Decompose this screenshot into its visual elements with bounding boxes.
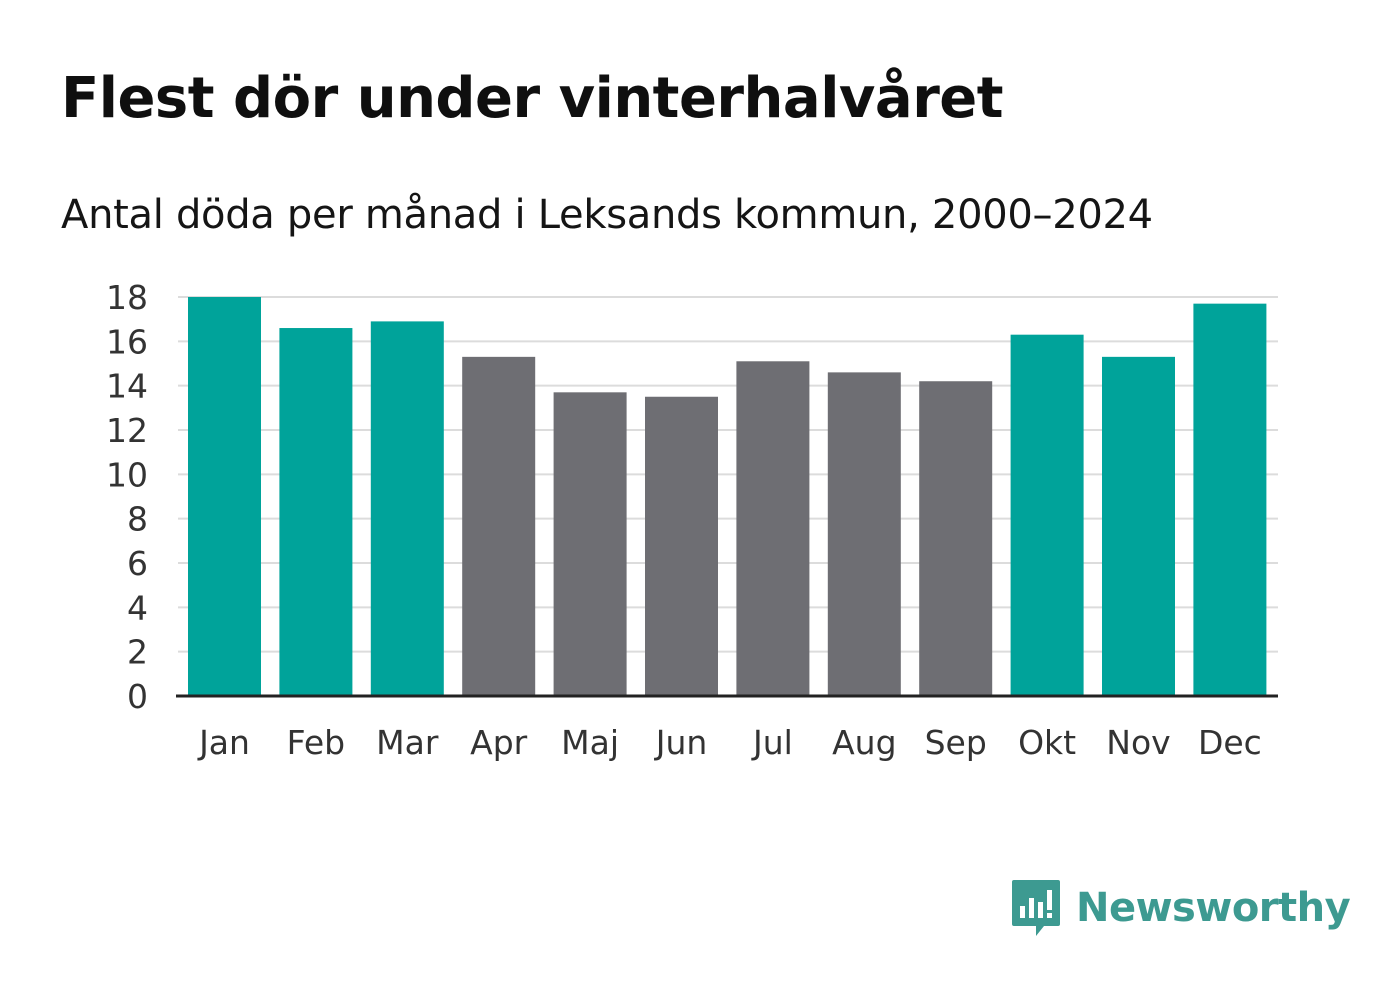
x-tick-label: Aug — [832, 723, 896, 762]
bar-apr — [462, 356, 536, 696]
y-tick-label: 14 — [106, 367, 148, 406]
bar-okt — [1010, 334, 1084, 696]
y-tick-label: 18 — [106, 278, 148, 317]
x-tick-label: Jan — [197, 723, 250, 762]
y-tick-label: 2 — [127, 633, 148, 672]
newsworthy-logo: Newsworthy — [1010, 878, 1351, 938]
y-tick-label: 0 — [127, 677, 148, 716]
bar-jan — [188, 297, 261, 696]
chart-title: Flest dör under vinterhalvåret — [61, 66, 1004, 131]
x-tick-label: Jul — [751, 723, 793, 762]
y-tick-label: 10 — [106, 455, 148, 494]
bar-jun — [645, 396, 718, 696]
bar-feb — [279, 328, 353, 696]
gridlines — [178, 296, 1278, 653]
x-tick-label: Nov — [1106, 723, 1170, 762]
y-tick-label: 16 — [106, 322, 148, 361]
x-tick-label: Dec — [1198, 723, 1262, 762]
bar-sep — [919, 381, 993, 696]
bar-maj — [553, 392, 627, 696]
bar-aug — [827, 372, 901, 696]
bar-dec — [1193, 303, 1267, 696]
x-tick-label: Sep — [925, 723, 987, 762]
bar-jul — [736, 361, 810, 696]
x-tick-label: Apr — [470, 723, 528, 762]
bar-nov — [1102, 356, 1175, 696]
x-tick-label: Mar — [376, 723, 439, 762]
x-axis-ticks: Jan Feb Mar Apr Maj Jun Jul Aug Sep Okt Nov Dec — [197, 723, 1262, 762]
newsworthy-logo-icon — [1012, 880, 1060, 936]
brand-name: Newsworthy — [1076, 885, 1351, 931]
y-tick-label: 4 — [127, 588, 148, 627]
x-tick-label: Maj — [561, 723, 619, 762]
y-tick-label: 12 — [106, 411, 148, 450]
y-tick-label: 6 — [127, 544, 148, 583]
y-axis-ticks: 0 2 4 6 8 10 12 14 16 18 — [106, 278, 148, 716]
x-tick-label: Okt — [1018, 723, 1076, 762]
x-tick-label: Jun — [654, 723, 708, 762]
y-tick-label: 8 — [127, 500, 148, 539]
bars — [188, 297, 1267, 696]
chart-subtitle: Antal döda per månad i Leksands kommun, … — [61, 192, 1153, 238]
x-tick-label: Feb — [287, 723, 345, 762]
bar-mar — [370, 321, 444, 696]
